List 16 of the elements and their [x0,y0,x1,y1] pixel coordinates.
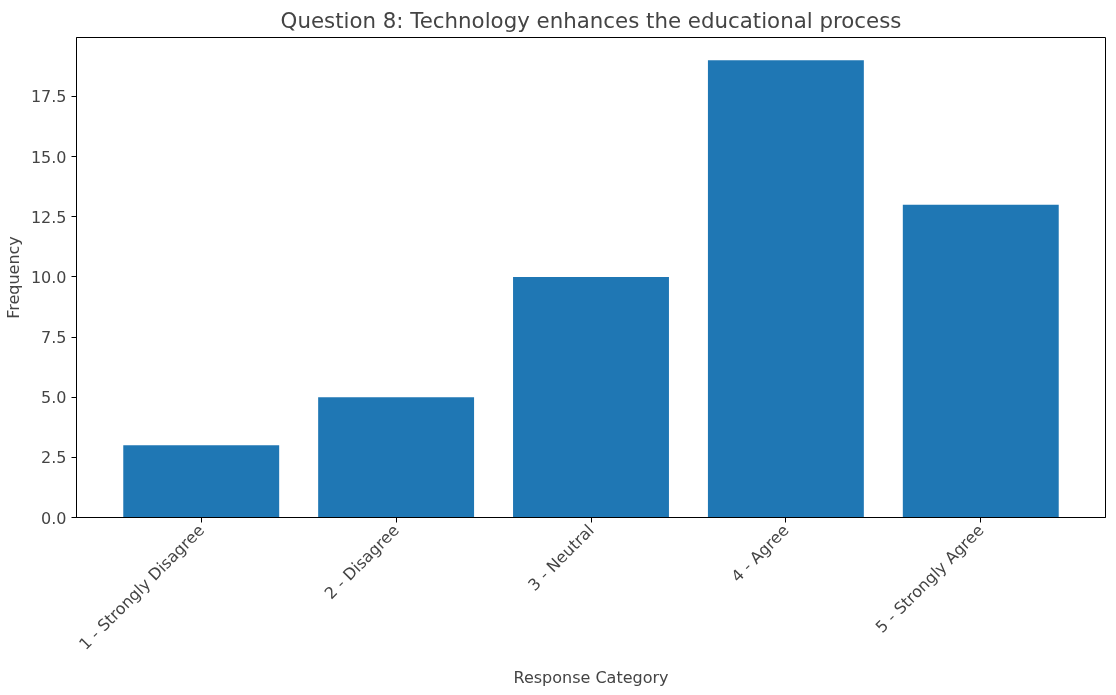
y-axis-title: Frequency [3,236,23,319]
bar [123,445,280,518]
bar [707,60,864,518]
y-tick-label: 0.0 [41,508,67,528]
y-tick-label: 17.5 [30,87,67,107]
bar [513,276,669,518]
y-tick-label: 10.0 [30,267,67,287]
y-tick-label: 7.5 [41,328,67,348]
bar [902,204,1059,518]
y-tick-label: 15.0 [30,147,67,167]
chart-title: Question 8: Technology enhances the educational process [280,7,902,33]
y-tick-label: 12.5 [30,207,67,227]
x-axis-title: Response Category [513,668,669,688]
y-tick-label: 2.5 [41,448,67,468]
y-tick-label: 5.0 [41,388,67,408]
bar [318,397,475,518]
